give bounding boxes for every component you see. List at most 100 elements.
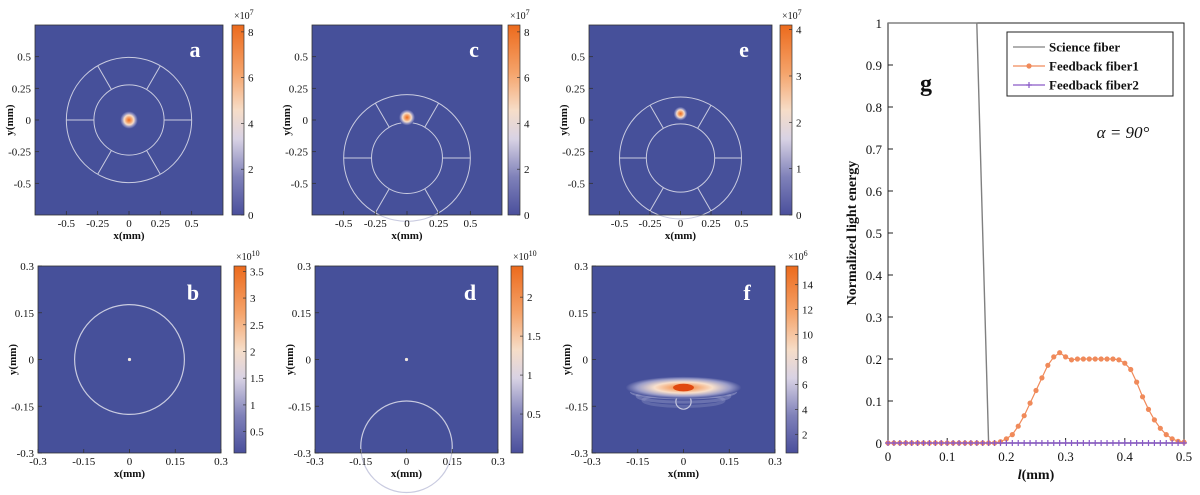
fiber-divider [97, 65, 112, 90]
y-tick-label: 0.5 [294, 52, 308, 64]
colorbar-tick-label: 10 [802, 330, 814, 342]
colorbar-tick-label: 1 [796, 164, 802, 176]
panel-label: a [190, 37, 201, 62]
data-point [1122, 360, 1128, 366]
x-tick-label: -0.15 [72, 456, 95, 468]
x-tick-label: -0.5 [335, 218, 353, 230]
colorbar-exponent: 7 [526, 8, 530, 17]
colorbar: 0.5 1 1.5 2 2.5 3 3.5 ×1010 [233, 249, 264, 454]
data-point [1021, 440, 1028, 446]
data-point [1092, 440, 1099, 446]
y-tick-label: 0.3 [866, 310, 882, 325]
data-point [1068, 440, 1075, 446]
colorbar-tick-label: 2 [527, 292, 533, 304]
data-point [1151, 440, 1158, 446]
y-tick-label: 0.25 [566, 83, 586, 95]
x-tick-label: 0.3 [1057, 449, 1073, 464]
y-tick-label: -0.15 [11, 401, 34, 413]
alpha-annotation: α = 90° [1097, 123, 1150, 142]
data-point [926, 440, 933, 446]
y-tick-label: -0.5 [291, 178, 309, 190]
data-point [1128, 366, 1134, 373]
legend-marker [1026, 82, 1032, 88]
colorbar-scale [507, 24, 521, 216]
y-tick-label: -0.15 [565, 401, 588, 413]
x-tick-label: 0 [885, 449, 892, 464]
colorbar-scale [510, 265, 524, 454]
data-point [1050, 440, 1057, 446]
data-point [1157, 425, 1163, 431]
data-point [1033, 387, 1039, 394]
y-axis-label: y(mm) [558, 104, 570, 135]
data-point [1045, 362, 1051, 368]
y-tick-label: 1 [876, 16, 883, 31]
x-tick-label: 0 [681, 456, 687, 468]
colorbar-multiplier: ×107 [510, 8, 530, 22]
data-point [1044, 440, 1051, 446]
data-point [1151, 417, 1157, 423]
x-tick-label: 0 [127, 456, 133, 468]
data-point [1021, 413, 1027, 419]
colorbar-exponent: 7 [250, 8, 254, 17]
colorbar-tick-label: 4 [796, 25, 802, 37]
data-point [1003, 436, 1010, 442]
y-tick-label: 0.15 [292, 308, 312, 320]
data-point [1133, 440, 1140, 446]
data-point [950, 440, 957, 446]
focal-spot [127, 357, 132, 362]
y-tick-label: 0.15 [569, 308, 589, 320]
data-point [1104, 356, 1110, 362]
colorbar-tick-label: 8 [802, 355, 808, 367]
x-axis-label: x(mm) [113, 230, 144, 242]
data-point [1181, 440, 1187, 446]
fiber-divider [97, 150, 112, 175]
colorbar: 0.5 1 1.5 2 ×1010 [510, 249, 541, 454]
data-point [1074, 356, 1081, 362]
x-tick-label: -0.5 [611, 218, 629, 230]
y-tick-label: 0 [29, 355, 35, 367]
focal-spot [399, 109, 415, 126]
colorbar-tick-label: 0.5 [527, 409, 541, 421]
colorbar-tick-label: 2 [248, 164, 254, 176]
panel-d: -0.3 -0.15 0 0.15 0.3 0.3 0.15 0 -0.15 -0.3 x(mm) y… [284, 249, 541, 494]
data-point [1038, 440, 1045, 446]
y-tick-label: -0.25 [562, 147, 585, 159]
x-tick-label: 0.3 [214, 456, 228, 468]
x-tick-label: 0.5 [185, 218, 199, 230]
y-tick-label: 0 [583, 355, 589, 367]
fiber-layout [619, 96, 742, 220]
panel-c: -0.5 -0.25 0 0.25 0.5 0.5 0.25 0 -0.25 -0.5 x(mm) y… [281, 8, 530, 242]
fiber-divider [424, 188, 440, 214]
data-point [1092, 356, 1098, 362]
data-point [956, 440, 963, 446]
legend-label: Feedback fiber2 [1049, 78, 1139, 93]
y-axis-label: y(mm) [281, 104, 293, 135]
colorbar-exponent: 6 [804, 249, 808, 258]
diffraction-pattern [625, 376, 742, 408]
data-point [1139, 440, 1146, 446]
data-point [1098, 356, 1104, 362]
y-tick-label: -0.15 [288, 401, 311, 413]
data-point [1086, 356, 1092, 362]
colorbar-exponent: 10 [252, 249, 260, 258]
x-tick-label: 0.5 [735, 218, 749, 230]
colorbar-tick-label: 4 [248, 118, 254, 130]
focal-spot [673, 106, 688, 121]
colorbar-tick-label: 0 [524, 210, 530, 222]
y-tick-label: 0.9 [866, 58, 882, 73]
colorbar-tick-label: 4 [524, 118, 530, 130]
panel-label: d [464, 280, 476, 305]
x-tick-label: 0.5 [1176, 449, 1192, 464]
data-point [1157, 440, 1164, 446]
legend: Science fiber Feedback fiber1 Feedback fib… [1006, 31, 1174, 97]
data-point [991, 440, 998, 446]
data-point [973, 440, 980, 446]
y-tick-label: 0.5 [17, 52, 31, 64]
data-point [1033, 440, 1039, 446]
colorbar-tick-label: 2 [524, 164, 530, 176]
y-tick-label: 0 [306, 355, 312, 367]
x-axis-label: x(mm) [391, 468, 422, 480]
data-point [1015, 440, 1022, 446]
data-point [1015, 423, 1021, 429]
